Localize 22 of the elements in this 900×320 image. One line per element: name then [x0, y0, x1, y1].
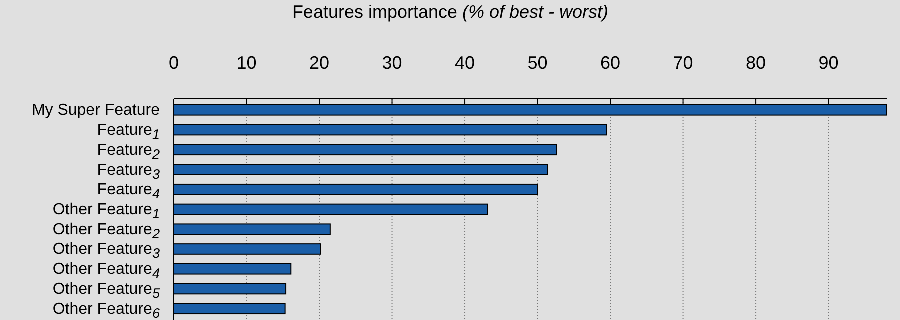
- y-tick-label: Other Feature$_{4}$: [52, 261, 160, 282]
- y-tick-label: Feature$_{1}$: [97, 122, 160, 142]
- chart-title: Features importance (% of best - worst): [292, 2, 609, 22]
- x-tick-label: 70: [673, 53, 694, 73]
- x-tick-label: 30: [382, 53, 402, 73]
- y-tick-label: Other Feature$_{3}$: [52, 241, 160, 262]
- y-tick-label: Feature$_{3}$: [97, 162, 160, 182]
- x-tick-label: 10: [236, 53, 257, 73]
- x-tick-label: 90: [818, 53, 839, 73]
- x-tick-label: 20: [309, 53, 330, 73]
- y-tick-label: Other Feature$_{2}$: [52, 221, 160, 242]
- y-tick-label: Other Feature$_{1}$: [52, 202, 160, 222]
- x-tick-label: 80: [746, 53, 766, 73]
- y-tick-label: My Super Feature: [32, 102, 160, 120]
- y-tick-label: Feature$_{4}$: [97, 182, 160, 202]
- x-tick-label: 0: [168, 53, 180, 73]
- y-tick-label: Feature$_{2}$: [97, 142, 160, 162]
- y-tick-label: Other Feature$_{5}$: [52, 280, 160, 302]
- x-tick-label: 60: [600, 53, 621, 73]
- y-tick-label: Other Feature$_{6}$: [52, 300, 160, 320]
- x-tick-label: 40: [455, 53, 476, 73]
- x-tick-label: 50: [528, 53, 548, 73]
